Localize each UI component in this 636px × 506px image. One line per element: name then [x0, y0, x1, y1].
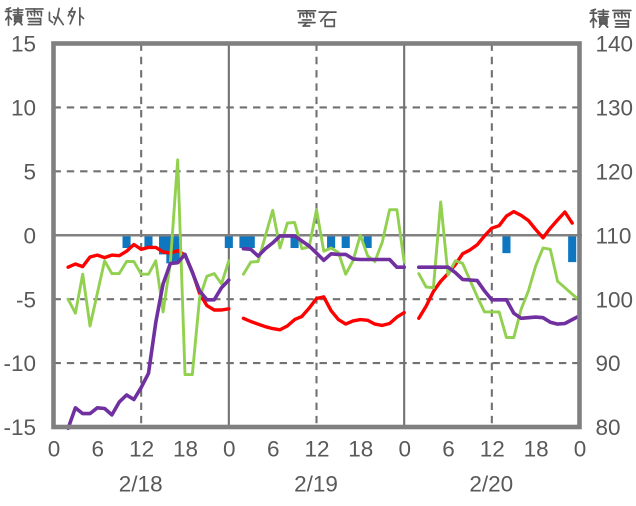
- svg-text:140: 140: [596, 32, 634, 57]
- svg-text:0: 0: [398, 437, 411, 462]
- svg-text:130: 130: [596, 96, 634, 121]
- svg-text:80: 80: [596, 415, 621, 440]
- svg-text:100: 100: [596, 287, 634, 312]
- svg-text:0: 0: [223, 437, 236, 462]
- svg-text:12: 12: [304, 437, 329, 462]
- svg-text:15: 15: [11, 32, 36, 57]
- svg-text:0: 0: [48, 437, 61, 462]
- svg-text:18: 18: [173, 437, 198, 462]
- svg-text:0: 0: [23, 223, 36, 248]
- svg-text:2/20: 2/20: [469, 472, 513, 497]
- svg-text:18: 18: [524, 437, 549, 462]
- svg-text:-15: -15: [3, 415, 36, 440]
- svg-text:18: 18: [348, 437, 373, 462]
- svg-text:10: 10: [11, 96, 36, 121]
- svg-text:12: 12: [480, 437, 505, 462]
- svg-text:120: 120: [596, 159, 634, 184]
- svg-text:110: 110: [596, 223, 632, 248]
- svg-text:-10: -10: [3, 351, 36, 376]
- svg-text:6: 6: [442, 437, 455, 462]
- svg-text:6: 6: [92, 437, 105, 462]
- svg-text:0: 0: [574, 437, 587, 462]
- svg-text:6: 6: [267, 437, 280, 462]
- svg-text:2/19: 2/19: [294, 472, 338, 497]
- svg-text:5: 5: [23, 159, 36, 184]
- svg-text:90: 90: [596, 351, 621, 376]
- svg-text:-5: -5: [16, 287, 36, 312]
- svg-text:12: 12: [129, 437, 154, 462]
- svg-text:2/18: 2/18: [119, 472, 163, 497]
